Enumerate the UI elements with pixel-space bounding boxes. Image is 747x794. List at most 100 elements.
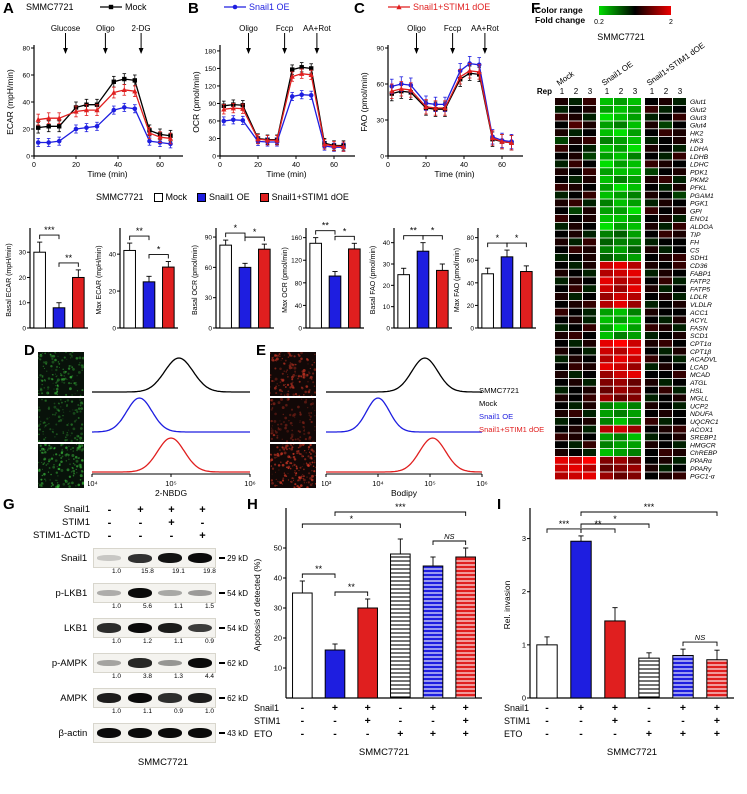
circle-el bbox=[71, 356, 73, 358]
color-scale-bar bbox=[599, 6, 671, 15]
heatmap-cell bbox=[673, 456, 686, 464]
circle-el bbox=[291, 381, 294, 384]
heatmap-cell bbox=[659, 230, 672, 238]
circle-el bbox=[55, 407, 58, 410]
circle-el bbox=[286, 398, 290, 401]
significance-bracket bbox=[39, 234, 60, 240]
circle-el bbox=[283, 362, 286, 365]
circle-el bbox=[291, 477, 294, 479]
blot-lane bbox=[94, 689, 124, 707]
circle-el bbox=[58, 464, 61, 467]
bar bbox=[348, 248, 361, 329]
circle-el bbox=[271, 432, 273, 435]
circle-el bbox=[80, 444, 84, 448]
circle-el bbox=[47, 471, 50, 473]
circle-el bbox=[279, 367, 282, 371]
circle-el bbox=[41, 392, 44, 395]
heatmap-cell bbox=[600, 339, 613, 347]
gene-label: ALDOA bbox=[689, 224, 714, 231]
heatmap-cell bbox=[583, 347, 596, 355]
y-tick-label: 20 bbox=[19, 275, 27, 282]
circle-el bbox=[54, 352, 56, 354]
blot-lane bbox=[185, 689, 215, 707]
heatmap-cell bbox=[600, 449, 613, 456]
circle-el bbox=[39, 423, 42, 426]
injection-label: Fccp bbox=[276, 24, 294, 33]
heatmap-cell bbox=[583, 339, 596, 347]
x-axis-label: Bodipy bbox=[391, 488, 418, 498]
circle-el bbox=[76, 438, 79, 441]
nbdg-micrographs bbox=[38, 352, 84, 488]
circle-el bbox=[307, 407, 309, 409]
circle-el bbox=[309, 476, 313, 480]
heatmap-cell bbox=[583, 144, 596, 152]
gene-label: SCD1 bbox=[690, 333, 708, 340]
circle-el bbox=[58, 402, 60, 405]
y-tick-label: 160 bbox=[291, 235, 302, 242]
circle-el bbox=[81, 389, 84, 392]
blot-row: Snail1 29 kD bbox=[6, 548, 248, 568]
heatmap-cell bbox=[583, 441, 596, 449]
circle-el bbox=[285, 440, 289, 442]
circle-el bbox=[41, 376, 44, 378]
significance-label: * bbox=[253, 227, 257, 237]
circle-el bbox=[75, 356, 79, 360]
circle-el bbox=[71, 394, 73, 396]
circle-el bbox=[69, 463, 71, 465]
circle-el bbox=[81, 458, 84, 462]
condition-value: + bbox=[612, 715, 618, 727]
kd-tick bbox=[219, 627, 226, 629]
circle-el bbox=[59, 352, 61, 353]
y-axis-label: FAO (pmol/min) bbox=[359, 72, 369, 132]
circle-el bbox=[299, 413, 302, 416]
heatmap-cell bbox=[555, 324, 568, 332]
heatmap-cell bbox=[614, 246, 627, 254]
circle-el bbox=[60, 451, 64, 455]
circle-el bbox=[306, 482, 307, 484]
square-legend-icon bbox=[100, 4, 122, 10]
gene-label: SREBP1 bbox=[690, 435, 717, 442]
circle-el bbox=[273, 386, 277, 390]
heatmap-cell bbox=[600, 191, 613, 199]
data-point bbox=[83, 107, 90, 113]
circle-el bbox=[311, 440, 315, 442]
heatmap-cell bbox=[645, 176, 658, 183]
circle-el bbox=[40, 420, 42, 422]
heatmap-cell bbox=[673, 316, 686, 324]
circle-el bbox=[278, 469, 280, 471]
circle-el bbox=[74, 393, 76, 395]
circle-el bbox=[274, 463, 277, 466]
circle-el bbox=[294, 363, 297, 366]
circle-el bbox=[306, 358, 309, 362]
heatmap-cell bbox=[673, 371, 686, 378]
heatmap-cell bbox=[600, 363, 613, 371]
circle-el bbox=[277, 428, 280, 431]
circle-el bbox=[287, 479, 290, 481]
panel-b-letter: B bbox=[188, 0, 199, 17]
rep-number: 2 bbox=[619, 87, 624, 96]
condition-value: + bbox=[397, 728, 403, 740]
heatmap-cell bbox=[555, 300, 568, 308]
circle-el bbox=[279, 428, 282, 431]
circle-el bbox=[81, 471, 83, 474]
circle-el bbox=[75, 381, 77, 384]
circle-el bbox=[66, 423, 69, 427]
heatmap-cell bbox=[659, 300, 672, 308]
circle-el bbox=[310, 412, 313, 414]
circle-el bbox=[279, 381, 282, 384]
circle-el bbox=[50, 377, 53, 380]
heatmap-cell bbox=[614, 215, 627, 222]
circle-el bbox=[52, 374, 54, 376]
circle-el bbox=[76, 375, 78, 377]
heatmap-cell bbox=[628, 347, 641, 355]
circle-el bbox=[298, 430, 302, 434]
circle-el bbox=[275, 478, 277, 480]
circle-el bbox=[39, 483, 42, 487]
x-tick-label: 20 bbox=[254, 162, 262, 169]
circle-el bbox=[80, 364, 83, 367]
circle-el bbox=[63, 375, 65, 377]
kd-label: 54 kD bbox=[227, 588, 248, 598]
circle-el bbox=[270, 437, 274, 441]
